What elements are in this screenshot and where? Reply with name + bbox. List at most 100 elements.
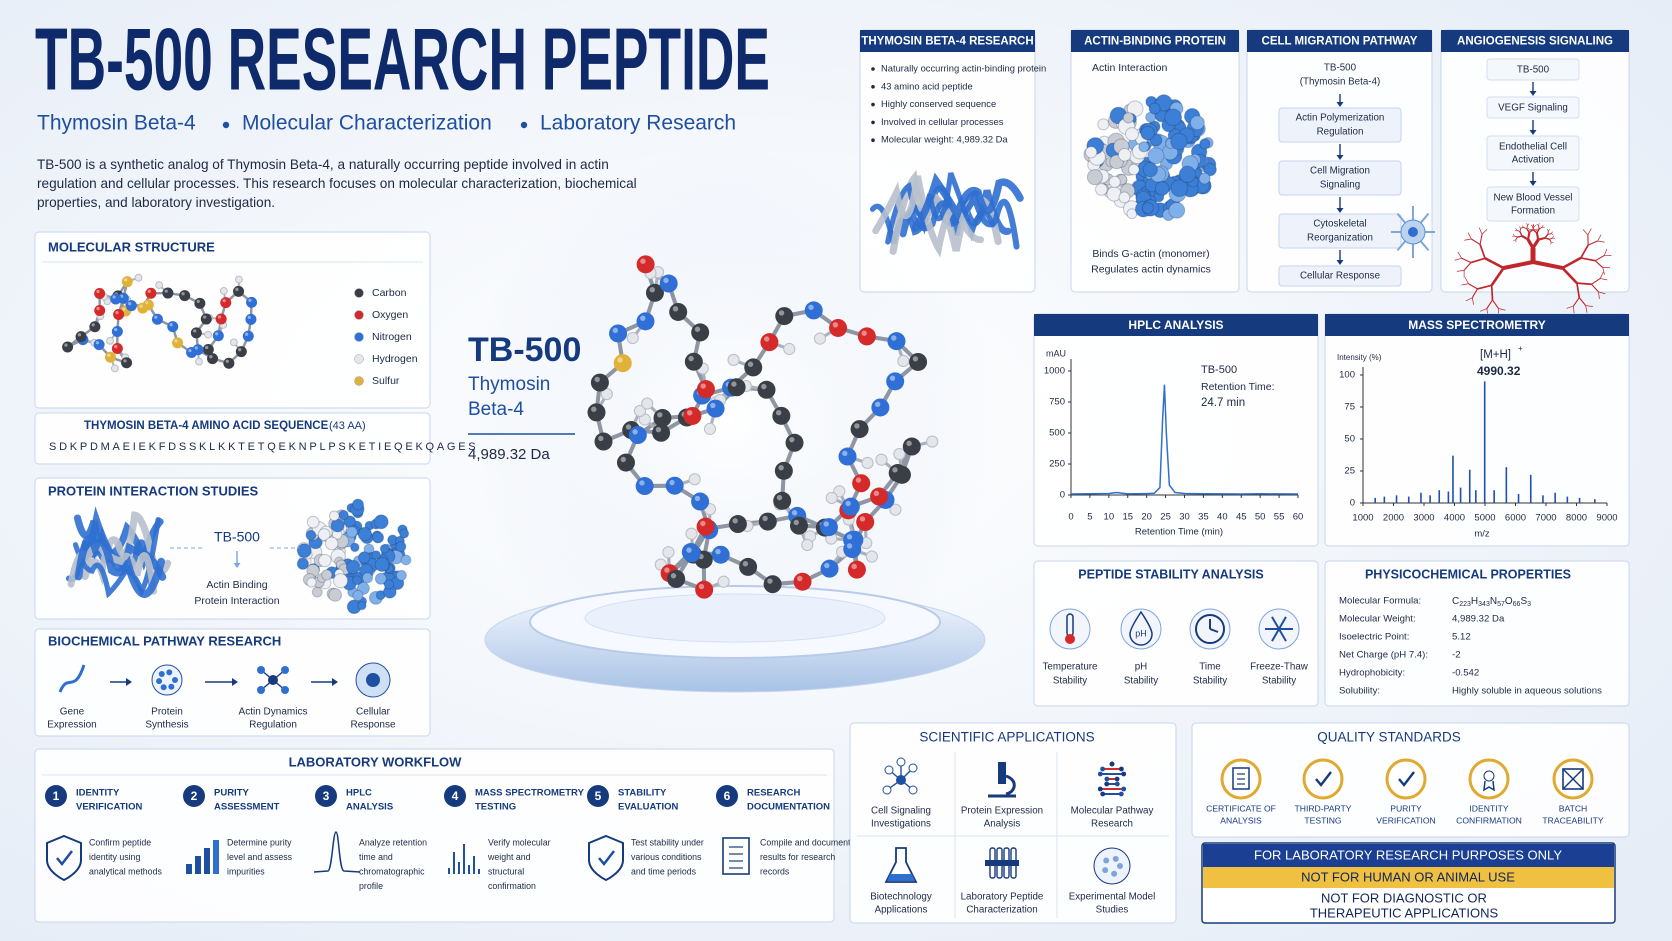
decoration xyxy=(1490,267,1505,287)
legend-label: Carbon xyxy=(372,287,407,299)
step-text: various conditions xyxy=(631,852,702,862)
decoration xyxy=(739,557,758,576)
decoration xyxy=(871,398,890,417)
decoration xyxy=(1104,781,1110,787)
decoration xyxy=(1538,223,1540,226)
decoration xyxy=(884,847,918,883)
card-caption: Binds G-actin (monomer) xyxy=(1092,248,1209,260)
x-tick-label: 9000 xyxy=(1596,513,1617,524)
decoration xyxy=(747,361,754,367)
decoration xyxy=(763,575,782,594)
panel xyxy=(1033,560,1319,707)
decoration xyxy=(1471,288,1478,299)
disclaimer-text: NOT FOR DIAGNOSTIC OR xyxy=(1321,890,1487,905)
application-icon xyxy=(884,847,918,883)
legend-label: Hydrogen xyxy=(372,353,418,365)
decoration xyxy=(1302,758,1344,800)
decoration xyxy=(696,380,715,399)
decoration xyxy=(1523,226,1527,230)
cell-icon xyxy=(1390,205,1435,259)
decoration xyxy=(1566,305,1574,309)
decoration xyxy=(195,856,201,874)
decoration xyxy=(861,456,874,470)
panel-title: PEPTIDE STABILITY ANALYSIS xyxy=(1078,567,1263,581)
card-item: Naturally occurring actin-binding protei… xyxy=(881,62,1046,73)
y-tick-label: 25 xyxy=(1344,466,1355,477)
decoration xyxy=(1527,223,1530,226)
decoration xyxy=(845,500,851,507)
application-label: Analysis xyxy=(984,819,1021,830)
decoration xyxy=(1536,229,1539,232)
decoration xyxy=(832,322,839,328)
decoration xyxy=(1516,229,1521,233)
decoration xyxy=(72,516,161,599)
protein-illustration xyxy=(296,498,412,615)
decoration xyxy=(727,353,740,367)
stability-label: Stability xyxy=(1193,676,1227,687)
decoration xyxy=(257,686,265,694)
stability-label: Stability xyxy=(1124,676,1158,687)
decoration xyxy=(162,287,174,299)
decoration xyxy=(636,255,655,274)
decoration xyxy=(219,286,228,295)
protein-illustration xyxy=(1083,94,1217,221)
decoration xyxy=(352,575,362,586)
decoration xyxy=(1597,240,1605,243)
decoration xyxy=(233,563,241,568)
panel-title: LABORATORY WORKFLOW xyxy=(289,754,463,769)
decoration xyxy=(207,353,219,365)
decoration xyxy=(1122,112,1135,124)
ribbon-illustration xyxy=(65,506,172,599)
decoration xyxy=(669,479,675,486)
formula-count: 66 xyxy=(1513,601,1521,608)
decoration xyxy=(1598,291,1600,300)
decoration xyxy=(640,258,646,264)
decoration xyxy=(1600,278,1608,281)
step-text: confirmation xyxy=(488,881,536,891)
decoration xyxy=(121,276,133,288)
intro-text: TB-500 is a synthetic analog of Thymosin… xyxy=(37,157,637,210)
stability-label: Freeze-Thaw xyxy=(1250,662,1309,673)
center-subtitle: Thymosin xyxy=(468,374,550,395)
decoration xyxy=(1118,191,1131,204)
decoration xyxy=(1519,231,1523,237)
decoration xyxy=(1271,616,1287,642)
decoration xyxy=(813,332,827,345)
formula-element: N xyxy=(1490,596,1497,607)
decoration xyxy=(1517,235,1523,238)
stability-label: Temperature xyxy=(1043,662,1099,673)
decoration xyxy=(324,536,339,551)
decoration xyxy=(742,561,749,567)
decoration xyxy=(859,516,866,522)
decoration xyxy=(1398,771,1415,787)
decoration xyxy=(110,364,119,373)
decoration xyxy=(889,375,896,381)
decoration xyxy=(851,563,857,570)
decoration xyxy=(727,378,746,397)
x-tick-label: 60 xyxy=(1293,512,1304,523)
decoration xyxy=(1479,234,1483,245)
panel-title: SCIENTIFIC APPLICATIONS xyxy=(919,730,1094,745)
decoration xyxy=(1104,776,1110,782)
decoration xyxy=(1552,237,1555,239)
decoration xyxy=(778,310,785,316)
subtitle: Laboratory Research xyxy=(540,112,736,135)
flow-box xyxy=(1278,160,1402,196)
decoration xyxy=(641,397,654,410)
decoration xyxy=(94,287,106,299)
decoration xyxy=(328,588,342,602)
decoration xyxy=(776,494,783,501)
x-tick-label: 7000 xyxy=(1535,513,1556,524)
decoration xyxy=(151,313,163,325)
flow-step: New Blood Vessel xyxy=(1494,193,1573,204)
decoration xyxy=(797,575,803,582)
decoration xyxy=(223,357,235,369)
decoration xyxy=(1142,162,1158,178)
decoration xyxy=(706,399,725,418)
decoration xyxy=(125,300,137,312)
caption: Actin Binding xyxy=(206,579,267,591)
step-text: structural xyxy=(488,866,524,876)
decoration xyxy=(200,313,212,325)
x-tick-label: 3000 xyxy=(1413,513,1434,524)
chart-title: MASS SPECTROMETRY xyxy=(1408,318,1546,332)
